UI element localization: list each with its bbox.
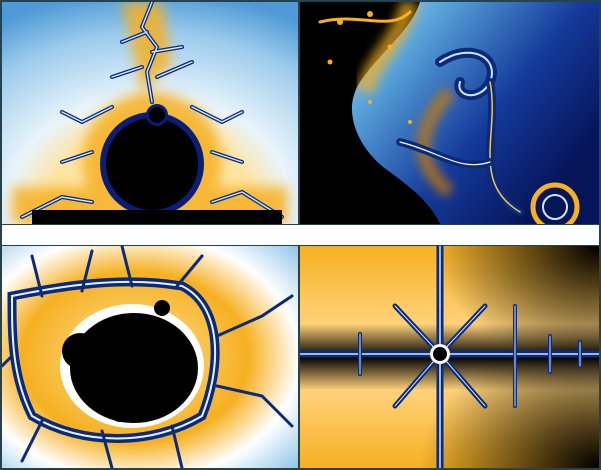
- fractal-panel-bottom-left: [2, 246, 298, 468]
- fractal-panel-top-right: [300, 2, 599, 224]
- fractal-panel-bottom-right: [300, 246, 599, 468]
- fractal-panel-top-left: [2, 2, 298, 224]
- separator-bar: [2, 225, 599, 245]
